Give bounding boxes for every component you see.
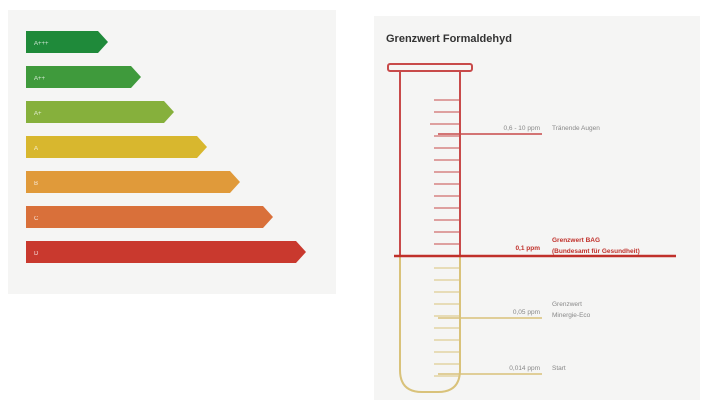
energy-bar-label: B — [34, 181, 38, 187]
energy-bar-label: A+ — [34, 111, 42, 117]
energy-bar — [26, 136, 207, 158]
marker-value: 0,6 - 10 ppm — [504, 125, 541, 132]
marker-value: 0,014 ppm — [509, 365, 540, 372]
marker-description: Minergie-Eco — [552, 312, 591, 319]
marker-description: Tränende Augen — [552, 125, 600, 132]
energy-scale-graphic: A+++ A++ A+ A B C D — [26, 31, 306, 263]
diagram-title: Grenzwert Formaldehyd — [386, 33, 512, 45]
formaldehyde-panel: Grenzwert Formaldehyd 0,6 - 10 ppm Tränen… — [374, 16, 700, 400]
energy-scale-panel: A+++ A++ A+ A B C D — [8, 10, 336, 294]
energy-bar — [26, 31, 108, 53]
marker-description: Start — [552, 365, 566, 372]
tube-cap — [387, 63, 473, 72]
energy-bar — [26, 241, 306, 263]
energy-bar — [26, 206, 273, 228]
energy-bar-label: A++ — [34, 76, 46, 82]
marker-description: Grenzwert BAG — [552, 237, 600, 244]
tube-lower-body — [399, 256, 461, 393]
marker-description: Grenzwert — [552, 301, 582, 308]
marker-value: 0,05 ppm — [513, 309, 540, 316]
energy-bar — [26, 171, 240, 193]
energy-bar-label: C — [34, 216, 39, 222]
energy-bar-label: A — [34, 146, 38, 152]
marker-value: 0,1 ppm — [515, 245, 540, 252]
energy-bar — [26, 66, 141, 88]
test-tube-graphic: Grenzwert Formaldehyd 0,6 - 10 ppm Tränen… — [386, 33, 676, 393]
energy-bar — [26, 101, 174, 123]
energy-bar-label: A+++ — [34, 41, 49, 47]
energy-bar-label: D — [34, 251, 39, 257]
marker-description: (Bundesamt für Gesundheit) — [552, 248, 640, 255]
